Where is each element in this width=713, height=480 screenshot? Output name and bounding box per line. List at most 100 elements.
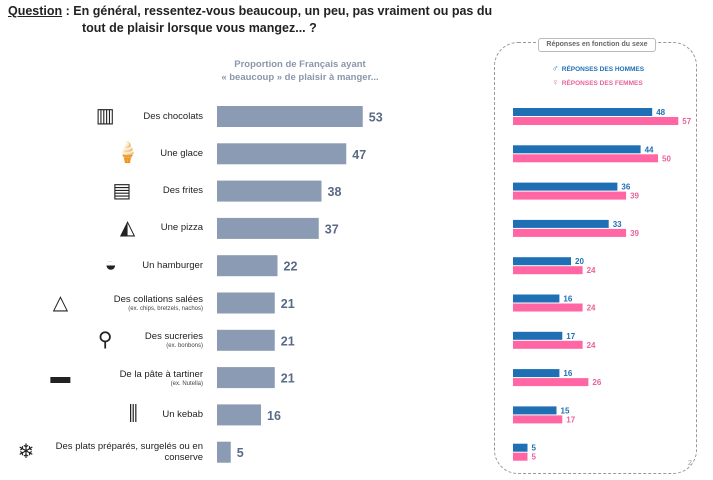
men-value-6: 16 — [563, 295, 572, 304]
total-bar-8 — [217, 367, 275, 389]
men-bar-2 — [513, 145, 641, 154]
men-bar-4 — [513, 219, 609, 228]
total-bar-1 — [217, 106, 363, 127]
question-line2: tout de plaisir lorsque vous mangez... ? — [82, 21, 317, 35]
category-label-8: De la pâte à tartiner (ex. Nutella) — [93, 369, 203, 388]
category-name: Des frites — [162, 185, 203, 197]
salty-snacks-icon: △ — [52, 291, 69, 314]
question-line1: : En général, ressentez-vous beaucoup, u… — [62, 4, 493, 18]
men-bar-6 — [513, 294, 560, 303]
category-label-3: Des frites — [93, 185, 203, 196]
category-name: Des chocolats — [143, 110, 203, 122]
women-bar-1 — [513, 117, 679, 125]
left-subtitle: Proportion de Français ayant « beaucoup … — [210, 58, 390, 84]
category-name: Un kebab — [162, 408, 203, 420]
legend-men: ♂ RÉPONSES DES HOMMES — [552, 64, 644, 74]
frozen-meal-icon: ❄ — [17, 440, 35, 463]
total-bar-2 — [217, 143, 347, 165]
kebab-icon: ⫼ — [128, 403, 138, 426]
category-name: Un hamburger — [142, 259, 203, 271]
total-bar-6 — [217, 292, 275, 314]
women-value-2: 50 — [662, 154, 671, 163]
men-bar-1 — [513, 108, 653, 116]
left-subtitle-line1: Proportion de Français ayant — [234, 59, 366, 70]
women-value-10: 5 — [532, 453, 537, 462]
pizza-icon: ◭ — [119, 216, 136, 239]
total-value-7: 21 — [281, 334, 295, 348]
legend-women: ♀ RÉPONSES DES FEMMES — [552, 78, 643, 88]
category-name: De la pâte à tartiner — [119, 368, 203, 380]
category-name: Des collations salées — [113, 294, 203, 305]
question-label: Question — [8, 4, 63, 18]
male-symbol-icon: ♂ — [552, 63, 559, 73]
women-value-6: 24 — [587, 304, 596, 313]
women-value-4: 39 — [630, 229, 639, 238]
men-value-9: 15 — [561, 406, 570, 415]
category-label-2: Une glace — [93, 148, 203, 159]
category-label-1: Des chocolats — [93, 111, 203, 122]
men-bar-10 — [513, 443, 528, 452]
category-note: (ex. bonbons) — [166, 343, 203, 350]
category-label-10: Des plats préparés, surgelés ou en conse… — [43, 441, 203, 463]
women-value-9: 17 — [566, 415, 575, 424]
women-value-3: 39 — [630, 192, 639, 201]
category-note: (ex. chips, bretzels, nachos) — [128, 306, 203, 312]
men-value-5: 20 — [575, 257, 584, 266]
women-bar-8 — [513, 378, 589, 387]
total-bar-7 — [217, 329, 275, 351]
category-name: Des plats préparés, surgelés ou en conse… — [55, 441, 203, 464]
women-bar-6 — [513, 303, 583, 312]
men-bar-9 — [513, 406, 557, 415]
category-note: (ex. Nutella) — [170, 380, 203, 387]
men-bar-3 — [513, 182, 618, 191]
women-value-8: 26 — [592, 378, 601, 387]
fries-icon: ▤ — [112, 179, 132, 202]
women-value-7: 24 — [587, 341, 596, 350]
men-value-1: 48 — [656, 108, 665, 117]
legend-women-label: RÉPONSES DES FEMMES — [561, 80, 643, 87]
women-bar-3 — [513, 191, 627, 200]
category-label-9: Un kebab — [93, 409, 203, 420]
corner-mark: 2 — [688, 460, 692, 467]
men-value-2: 44 — [645, 145, 654, 154]
question: Question : En général, ressentez-vous be… — [8, 3, 508, 37]
women-bar-7 — [513, 340, 583, 349]
women-value-5: 24 — [587, 266, 596, 275]
women-bar-4 — [513, 228, 627, 237]
women-bar-2 — [513, 154, 658, 163]
women-bar-9 — [513, 415, 563, 424]
men-bar-5 — [513, 257, 571, 266]
category-label-6: Des collations salées (ex. chips, bretzel… — [93, 294, 203, 313]
total-bar-10 — [217, 441, 231, 463]
total-value-4: 37 — [325, 222, 339, 236]
category-name: Une pizza — [160, 222, 203, 234]
total-value-8: 21 — [281, 372, 295, 386]
women-bar-10 — [513, 452, 528, 461]
total-value-10: 5 — [237, 446, 244, 460]
total-bar-5 — [217, 255, 278, 277]
total-value-1: 53 — [369, 111, 383, 125]
female-symbol-icon: ♀ — [552, 77, 559, 87]
left-subtitle-line2: « beaucoup » de plaisir à manger... — [221, 72, 379, 83]
category-label-7: Des sucreries (ex. bonbons) — [93, 331, 203, 350]
men-bar-7 — [513, 331, 563, 340]
men-value-7: 17 — [566, 332, 575, 341]
legend-men-label: RÉPONSES DES HOMMES — [561, 66, 645, 73]
women-value-1: 57 — [682, 117, 691, 126]
men-value-10: 5 — [532, 444, 537, 453]
ice-cream-icon: 🍦 — [115, 142, 141, 165]
category-name: Des sucreries — [144, 331, 203, 343]
category-name: Une glace — [160, 147, 203, 159]
total-value-6: 21 — [281, 297, 295, 311]
total-bar-4 — [217, 217, 319, 239]
men-value-4: 33 — [613, 220, 622, 229]
men-bar-8 — [513, 369, 560, 378]
total-bar-3 — [217, 180, 322, 202]
men-value-8: 16 — [563, 369, 572, 378]
hamburger-icon: ◒ — [104, 254, 117, 277]
total-value-3: 38 — [328, 185, 342, 199]
men-value-3: 36 — [621, 183, 630, 192]
chocolate-icon: ▥ — [95, 105, 115, 127]
candy-icon: ⚲ — [97, 328, 113, 351]
